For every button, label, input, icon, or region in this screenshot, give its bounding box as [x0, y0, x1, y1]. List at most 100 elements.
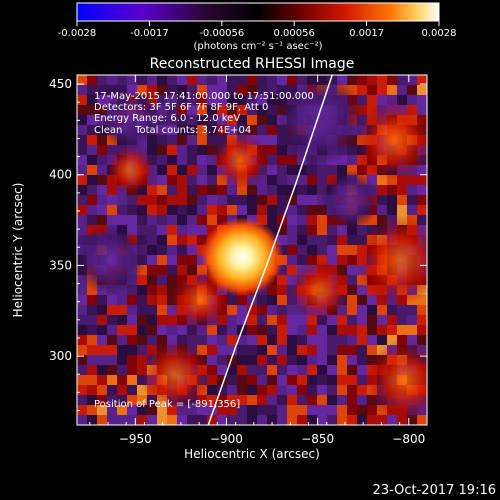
heat-cell	[347, 295, 357, 305]
heat-cell	[237, 115, 247, 125]
heat-cell	[277, 235, 287, 245]
annotation-peak-position: Position of Peak = [-891,356]	[94, 399, 240, 410]
heat-cell	[87, 415, 97, 425]
heat-cell	[307, 185, 317, 195]
heat-cell	[127, 375, 137, 385]
heat-cell	[117, 415, 127, 425]
heat-cell	[227, 125, 237, 135]
heat-cell	[197, 235, 207, 245]
heat-cell	[227, 365, 237, 375]
heat-cell	[417, 295, 427, 305]
heat-cell	[117, 325, 127, 335]
heat-cell	[327, 165, 337, 175]
heat-cell	[247, 195, 257, 205]
heat-cell	[247, 85, 257, 95]
heat-cell	[347, 305, 357, 315]
heat-cell	[237, 95, 247, 105]
heat-cell	[77, 415, 87, 425]
heat-cell	[317, 245, 327, 255]
heat-cell	[107, 145, 117, 155]
heat-cell	[207, 145, 217, 155]
heat-cell	[77, 395, 87, 405]
heat-cell	[187, 185, 197, 195]
heat-cell	[197, 345, 207, 355]
heat-cell	[317, 175, 327, 185]
heat-cell	[297, 225, 307, 235]
colorbar-unit-label: (photons cm⁻² s⁻¹ asec⁻²)	[193, 41, 322, 52]
heat-cell	[277, 295, 287, 305]
heat-cell	[317, 385, 327, 395]
heat-cell	[417, 165, 427, 175]
heat-cell	[237, 305, 247, 315]
heat-cell	[267, 185, 277, 195]
x-tick-label: −950	[119, 432, 152, 446]
heat-cell	[157, 185, 167, 195]
heat-cell	[147, 195, 157, 205]
heat-cell	[187, 145, 197, 155]
heat-cell	[297, 365, 307, 375]
heat-cell	[417, 105, 427, 115]
colorbar-tick-label: 0.00056	[274, 28, 315, 39]
heat-cell	[257, 85, 267, 95]
heat-cell	[307, 235, 317, 245]
heat-cell	[107, 185, 117, 195]
heat-cell	[277, 175, 287, 185]
heat-cell	[97, 395, 107, 405]
heat-cell	[337, 385, 347, 395]
heat-cell	[137, 295, 147, 305]
heat-cell	[227, 325, 237, 335]
heat-cell	[107, 355, 117, 365]
heat-cell	[267, 325, 277, 335]
heat-cell	[147, 325, 157, 335]
heat-cell	[147, 205, 157, 215]
heat-cell	[267, 415, 277, 425]
heat-cell	[257, 95, 267, 105]
heat-cell	[327, 365, 337, 375]
heat-cell	[197, 165, 207, 175]
heat-cell	[117, 195, 127, 205]
heat-cell	[207, 95, 217, 105]
heat-cell	[397, 75, 407, 85]
heat-cell	[127, 75, 137, 85]
heat-cell	[407, 415, 417, 425]
heat-cell	[347, 265, 357, 275]
heat-cell	[337, 345, 347, 355]
heat-cell	[247, 365, 257, 375]
heat-cell	[377, 95, 387, 105]
heat-cell	[247, 405, 257, 415]
plot-frame	[76, 74, 428, 426]
heat-cell	[197, 215, 207, 225]
heat-cell	[207, 105, 217, 115]
heat-cell	[357, 375, 367, 385]
heat-cell	[137, 335, 147, 345]
heat-cell	[347, 365, 357, 375]
heat-cell	[157, 405, 167, 415]
heat-cell	[257, 385, 267, 395]
heat-cell	[377, 315, 387, 325]
heat-cell	[127, 335, 137, 345]
heat-cell	[87, 305, 97, 315]
heat-cell	[137, 205, 147, 215]
heat-cell	[357, 325, 367, 335]
heat-cell	[177, 105, 187, 115]
heat-cell	[257, 395, 267, 405]
heat-cell	[187, 245, 197, 255]
heat-cell	[387, 185, 397, 195]
heat-cell	[157, 305, 167, 315]
heat-cell	[297, 245, 307, 255]
heat-cell	[267, 305, 277, 315]
colorbar-tick-label: -0.00056	[199, 28, 244, 39]
heat-cell	[217, 95, 227, 105]
heat-cell	[397, 205, 407, 215]
heat-cell	[327, 415, 337, 425]
heat-cell	[307, 255, 317, 265]
heat-cell	[107, 365, 117, 375]
heat-cell	[297, 395, 307, 405]
x-axis-label: Heliocentric X (arcsec)	[184, 447, 320, 461]
heat-cell	[347, 325, 357, 335]
heat-cell	[117, 215, 127, 225]
heat-cell	[417, 95, 427, 105]
heat-cell	[247, 415, 257, 425]
heat-cell	[337, 395, 347, 405]
heat-cell	[257, 405, 267, 415]
